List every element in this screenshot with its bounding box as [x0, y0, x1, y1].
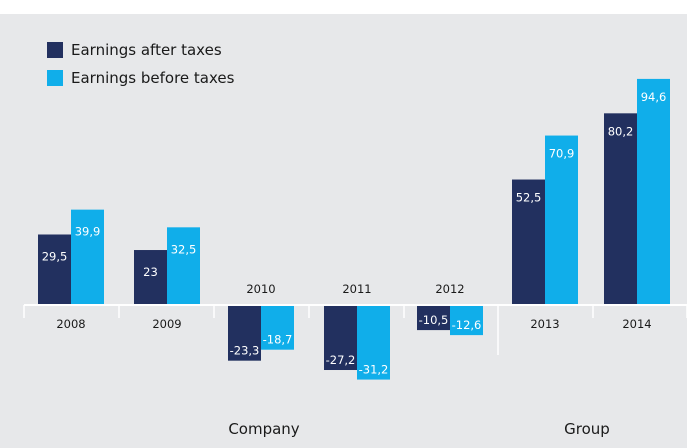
- legend: Earnings after taxes Earnings before taxe…: [47, 41, 235, 87]
- group-label-group: Group: [564, 420, 610, 438]
- data-label: -23,3: [230, 344, 260, 358]
- category-tick-label: 2013: [530, 317, 559, 331]
- data-label: 94,6: [641, 90, 667, 104]
- bar-after-taxes-2009: [134, 250, 167, 305]
- data-label: 80,2: [608, 124, 634, 138]
- group-label-company: Company: [228, 420, 299, 438]
- bar-before-taxes-2014: [637, 78, 670, 305]
- data-label: 39,9: [75, 225, 101, 239]
- axis-layer: 2008 2009 2010 2011 2012 2013 2014: [23, 282, 687, 355]
- bar-after-taxes-2010: [228, 305, 261, 361]
- data-label: 32,5: [171, 242, 197, 256]
- category-tick-label: 2014: [622, 317, 651, 331]
- legend-label-before-taxes: Earnings before taxes: [71, 69, 235, 87]
- legend-swatch-before-taxes: [47, 70, 63, 86]
- bar-after-taxes-2014: [604, 113, 637, 306]
- data-label: -27,2: [326, 353, 356, 367]
- legend-label-after-taxes: Earnings after taxes: [71, 41, 222, 59]
- category-tick-label: 2011: [342, 282, 371, 296]
- labels-layer: 29,5 23 -23,3 -27,2 -10,5 52,5 80,2 39,9 32,5 -18…: [42, 90, 667, 377]
- data-label: 29,5: [42, 249, 68, 263]
- data-label: 70,9: [549, 147, 575, 161]
- bar-before-taxes-2010: [261, 305, 294, 350]
- bar-after-taxes-2011: [324, 305, 357, 371]
- category-tick-label: 2008: [56, 317, 85, 331]
- data-label: 23: [143, 265, 158, 279]
- data-label: -31,2: [359, 363, 389, 377]
- bar-before-taxes-2009: [167, 227, 200, 305]
- bar-before-taxes-2011: [357, 305, 390, 380]
- data-label: -18,7: [263, 333, 293, 347]
- bar-before-taxes-2008: [71, 209, 104, 305]
- category-tick-label: 2010: [246, 282, 275, 296]
- category-tick-label: 2009: [152, 317, 181, 331]
- category-tick-label: 2012: [435, 282, 464, 296]
- data-label: -12,6: [452, 318, 482, 332]
- bar-after-taxes-2008: [38, 234, 71, 305]
- data-label: 52,5: [516, 191, 542, 205]
- bar-after-taxes-2013: [512, 179, 545, 305]
- data-label: -10,5: [419, 313, 449, 327]
- legend-swatch-after-taxes: [47, 42, 63, 58]
- group-labels: Company Group: [228, 420, 610, 438]
- bars-layer: [38, 78, 670, 380]
- bar-after-taxes-2012: [417, 305, 450, 331]
- bar-before-taxes-2013: [545, 135, 578, 305]
- bar-before-taxes-2012: [450, 305, 483, 336]
